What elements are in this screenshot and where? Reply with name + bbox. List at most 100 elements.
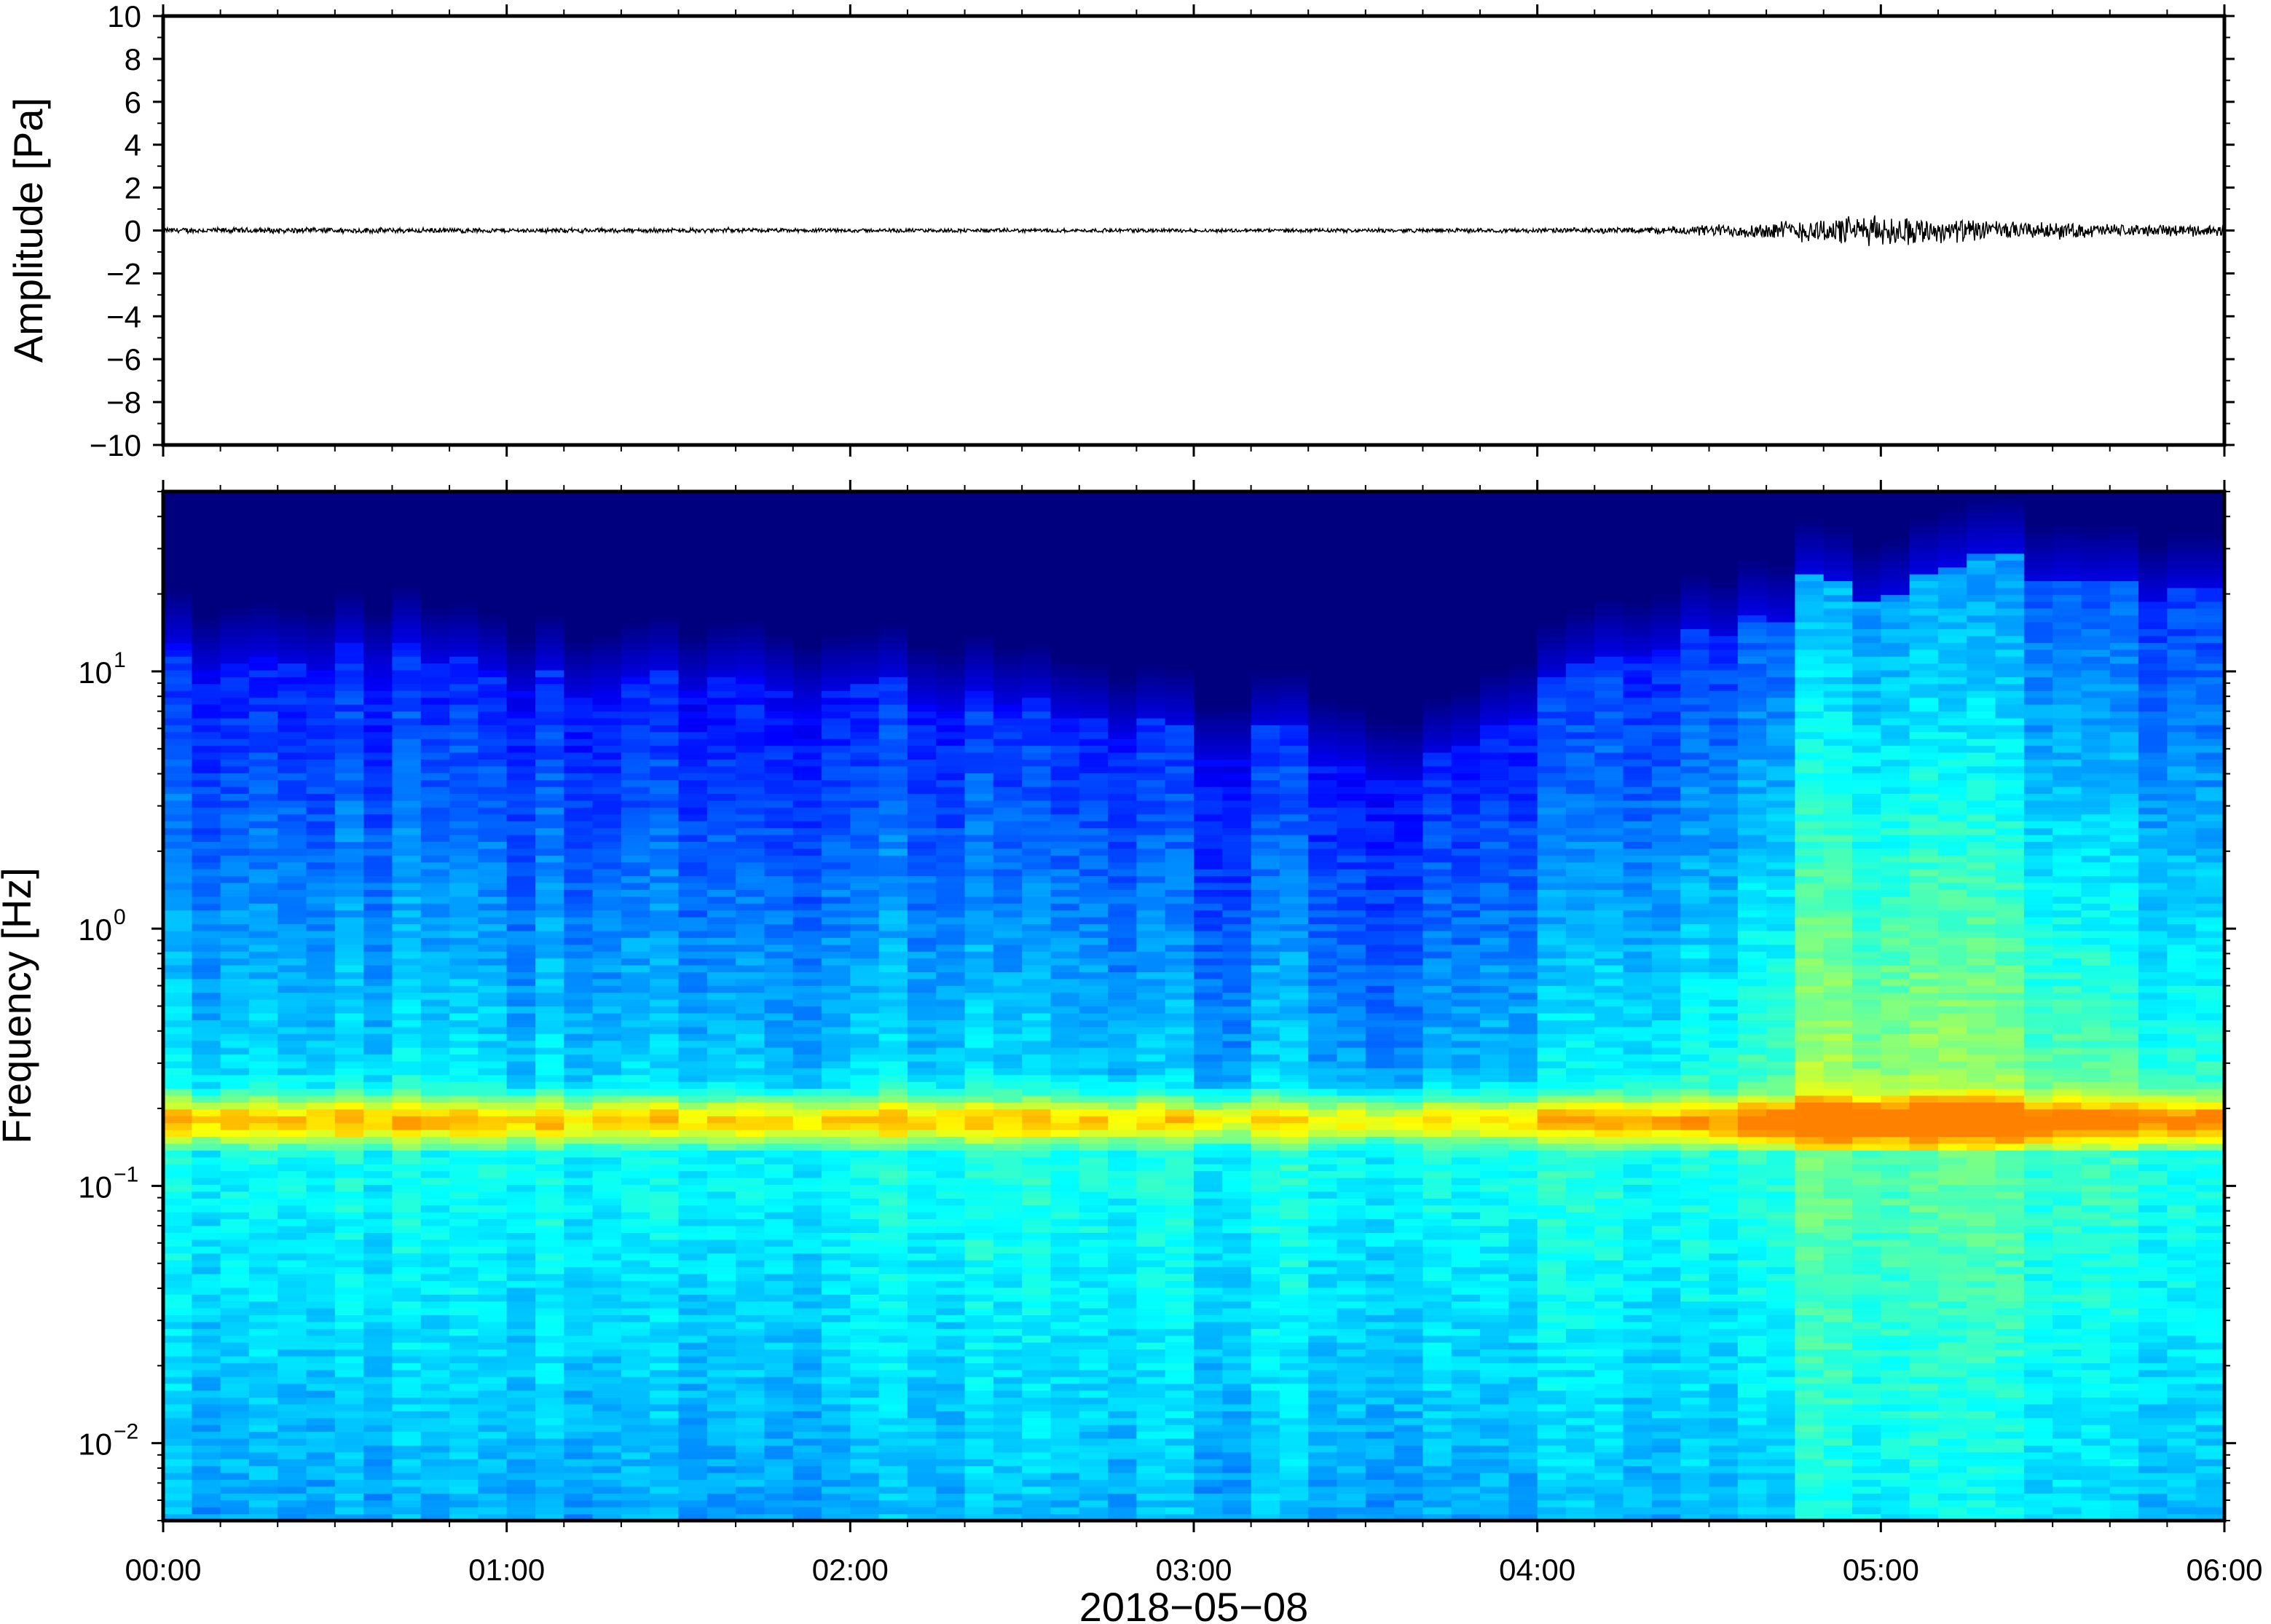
spectrogram-cell [1050,1184,1080,1192]
spectrogram-cell [278,1301,307,1309]
spectrogram-cell [306,1294,336,1302]
spectrogram-cell [449,628,479,636]
spectrogram-cell [1050,841,1080,849]
spectrogram-cell [163,1355,192,1363]
spectrogram-cell [764,1397,794,1405]
spectrogram-cell [163,896,192,904]
spectrogram-cell [564,1095,594,1103]
spectrogram-cell [1050,492,1080,500]
spectrogram-cell [764,1116,794,1124]
spectrogram-cell [163,1260,192,1268]
spectrogram-cell [650,601,680,609]
spectrogram-cell [678,587,708,595]
spectrogram-cell [993,1253,1023,1261]
spectrogram-cell [822,1424,851,1432]
spectrogram-cell [822,635,851,643]
spectrogram-cell [650,1499,680,1507]
spectrogram-cell [334,1218,364,1226]
spectrogram-cell [621,601,650,609]
spectrogram-cell [707,587,736,595]
spectrogram-cell [478,1335,508,1343]
spectrogram-cell [306,738,336,746]
spectrogram-cell [907,1150,937,1158]
spectrogram-cell [850,1465,880,1473]
spectrogram-cell [420,1273,450,1281]
spectrogram-cell [621,1459,650,1467]
spectrogram-cell [907,1424,937,1432]
spectrogram-cell [678,498,708,506]
spectrogram-cell [907,917,937,925]
spectrogram-cell [535,896,564,904]
spectrogram-cell [363,848,393,856]
spectrogram-cell [964,656,994,664]
spectrogram-cell [449,1403,479,1411]
spectrogram-cell [707,1355,736,1363]
spectrogram-cell [678,532,708,540]
spectrogram-cell [736,677,765,685]
spectrogram-cell [792,1239,822,1247]
spectrogram-cell [278,642,307,650]
spectrogram-cell [736,1239,765,1247]
spectrogram-cell [248,848,278,856]
spectrogram-cell [163,539,192,547]
spectrogram-cell [592,903,622,911]
spectrogram-cell [736,1314,765,1323]
spectrogram-cell [564,1020,594,1028]
spectrogram-cell [822,1184,851,1192]
spectrogram-cell [564,862,594,870]
spectrogram-cell [535,964,564,972]
spectrogram-cell [278,1136,307,1144]
spectrogram-cell [621,1026,650,1034]
spectrogram-cell [1022,1499,1052,1507]
spectrogram-cell [792,978,822,986]
spectrogram-cell [334,1116,364,1124]
spectrogram-cell [592,1088,622,1096]
spectrogram-cell [248,1136,278,1144]
spectrogram-cell [964,759,994,767]
spectrogram-cell [535,553,564,561]
spectrogram-cell [936,862,966,870]
spectrogram-cell [306,697,336,705]
spectrogram-cell [420,1225,450,1233]
spectrogram-cell [964,882,994,890]
spectrogram-cell [707,903,736,911]
spectrogram-cell [764,1383,794,1391]
spectrogram-cell [650,1403,680,1411]
spectrogram-cell [163,574,192,582]
spectrogram-cell [592,1006,622,1014]
spectrogram-cell [936,526,966,534]
spectrogram-cell [621,800,650,808]
spectrogram-cell [306,1026,336,1034]
spectrogram-cell [792,1273,822,1281]
spectrogram-cell [736,1178,765,1186]
spectrogram-cell [163,1225,192,1233]
spectrogram-cell [1022,1006,1052,1014]
spectrogram-cell [850,567,880,575]
spectrogram-cell [993,1287,1023,1295]
spectrogram-cell [1079,1178,1109,1186]
spectrogram-cell [964,1411,994,1419]
spectrogram-cell [449,697,479,705]
spectrogram-cell [964,1150,994,1158]
spectrogram-cell [936,1307,966,1315]
spectrogram-cell [306,910,336,918]
spectrogram-cell [678,1294,708,1302]
spectrogram-cell [564,1232,594,1240]
spectrogram-cell [306,1486,336,1494]
spectrogram-cell [736,835,765,843]
spectrogram-cell [964,1486,994,1494]
spectrogram-cell [334,628,364,636]
spectrogram-cell [392,1342,422,1350]
spectrogram-cell [707,553,736,561]
spectrogram-cell [907,1122,937,1130]
spectrogram-cell [248,725,278,733]
spectrogram-cell [650,1191,680,1199]
spectrogram-cell [420,1260,450,1268]
spectrogram-cell [964,580,994,588]
spectrogram-cell [449,1287,479,1295]
spectrogram-cell [822,745,851,753]
spectrogram-cell [334,745,364,753]
spectrogram-cell [678,539,708,547]
spectrogram-cell [878,752,908,760]
spectrogram-cell [248,910,278,918]
